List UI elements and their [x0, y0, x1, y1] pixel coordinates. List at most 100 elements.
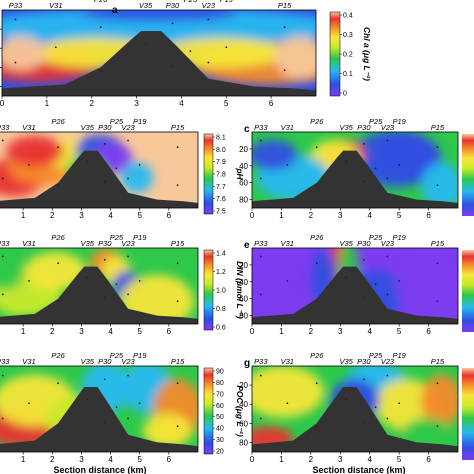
station-label: P15	[431, 239, 445, 248]
sample-point	[286, 280, 289, 282]
sample-point	[259, 293, 262, 296]
sample-point	[286, 164, 289, 166]
station-label: P33	[0, 357, 10, 366]
y-tick-label: 80	[239, 196, 248, 205]
panel-d: P33V31P26V35P30P25V23P19P15123456d1.41.2…	[0, 233, 245, 336]
sample-point	[176, 300, 179, 303]
y-tick-label: 40	[239, 162, 248, 171]
x-tick-label: 2	[50, 211, 55, 220]
sample-point	[1, 139, 4, 142]
seamount	[0, 150, 198, 208]
sample-point	[374, 283, 377, 286]
sample-point	[99, 26, 102, 29]
x-tick-label: 5	[397, 455, 402, 464]
station-label: V23	[381, 123, 395, 132]
station-label: P25	[110, 351, 124, 360]
y-tick-label: 20	[239, 145, 248, 154]
sample-point	[57, 184, 60, 187]
field-blob	[2, 10, 316, 47]
station-label: V35	[139, 1, 153, 10]
sample-point	[374, 167, 377, 170]
sample-point	[398, 280, 401, 282]
sample-point	[259, 139, 262, 142]
colorbar-ramp	[329, 11, 341, 97]
sample-point	[315, 382, 318, 385]
sample-point	[315, 262, 318, 265]
field-blob	[396, 255, 458, 317]
seamount	[252, 387, 458, 452]
station-label: P19	[392, 351, 406, 360]
sample-point	[283, 26, 286, 29]
x-tick-label: 6	[167, 327, 172, 336]
sample-point	[436, 300, 439, 303]
plot-frame	[0, 365, 199, 453]
field-blob	[2, 35, 46, 71]
station-label: P26	[51, 233, 65, 242]
colorbar-tick-label: 80	[216, 380, 224, 387]
x-tick-label: 6	[167, 455, 172, 464]
colorbar-tick-label: 1.0	[216, 288, 226, 295]
colorbar-tick-label: 0.6	[216, 325, 226, 332]
station-label: P30	[166, 1, 180, 10]
sample-point	[127, 255, 129, 258]
colorbar-tick-label: 7.9	[216, 159, 226, 166]
station-label: V35	[81, 123, 95, 132]
x-tick-label: 1	[279, 211, 284, 220]
colorbar-tick-label: 70	[216, 391, 224, 398]
x-tick-label: 3	[338, 211, 343, 220]
station-label: P25	[110, 233, 124, 242]
sample-point	[127, 139, 129, 142]
sample-point	[99, 69, 102, 72]
sample-point	[386, 255, 389, 258]
sample-point	[28, 280, 30, 282]
plot-frame	[0, 131, 199, 209]
colorbar-label: Chl a (μg L⁻¹)	[362, 27, 372, 81]
colorbar-label: POC (μg L⁻¹)	[235, 385, 245, 437]
station-label: P25	[184, 0, 198, 4]
station-label: V23	[121, 357, 135, 366]
x-tick-label: 1	[45, 99, 50, 108]
x-tick-label: 0	[0, 99, 5, 108]
station-label: P19	[133, 351, 147, 360]
sample-point	[171, 65, 174, 68]
station-label: P26	[94, 0, 108, 4]
seamount	[252, 266, 458, 324]
colorbar-tick-label: 50	[216, 414, 224, 421]
station-label: P15	[278, 1, 292, 10]
station-label: P15	[171, 123, 185, 132]
seamount	[2, 31, 316, 96]
sample-point	[28, 164, 30, 166]
station-label: V23	[381, 239, 395, 248]
x-tick-label: 4	[179, 99, 184, 108]
station-label: P33	[0, 123, 10, 132]
sample-point	[138, 402, 141, 405]
colorbar-ramp	[203, 249, 214, 331]
panel-letter: e	[244, 240, 250, 251]
sample-point	[398, 402, 401, 405]
station-label: P33	[254, 123, 268, 132]
station-label: V23	[381, 357, 395, 366]
x-tick-label: 2	[309, 327, 314, 336]
station-label: P15	[171, 357, 185, 366]
station-label: P30	[357, 357, 371, 366]
x-tick-label: 5	[397, 211, 402, 220]
x-tick-label: 2	[309, 211, 314, 220]
seamount	[252, 150, 458, 208]
panel-letter: a	[112, 5, 118, 16]
sample-point	[283, 69, 286, 72]
y-tick-label: 60	[239, 419, 248, 428]
seamount	[0, 387, 198, 452]
x-tick-label: 1	[21, 327, 26, 336]
colorbar-tick-label: 7.6	[216, 196, 226, 203]
sample-point	[103, 258, 106, 261]
sample-point	[386, 417, 389, 420]
colorbar-b: 8.1 8.0 7.9 7.8 7.7 7.6 7.5 pH	[203, 133, 245, 216]
sample-point	[362, 180, 365, 183]
sample-point	[315, 184, 318, 187]
station-label: P30	[357, 123, 371, 132]
panel-f: P33V31P26V35P30P25V23P19P15123456fSectio…	[0, 351, 245, 474]
x-tick-label: 5	[137, 211, 142, 220]
plot-frame	[251, 365, 459, 453]
